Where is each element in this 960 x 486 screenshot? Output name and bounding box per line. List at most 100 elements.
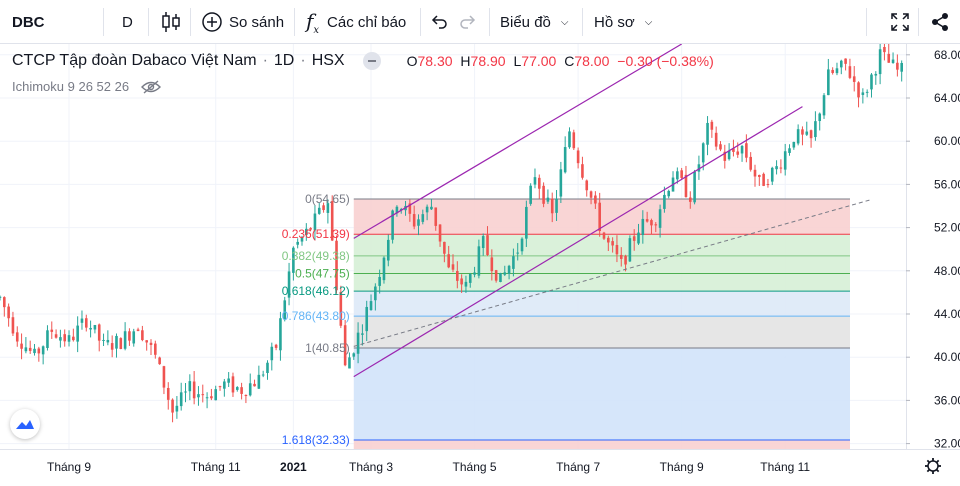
- candle-body: [486, 235, 489, 256]
- candle-body: [736, 151, 740, 155]
- fib-zone-0.618: [353, 291, 850, 317]
- candle-body: [611, 241, 614, 246]
- fullscreen-button[interactable]: [890, 0, 910, 44]
- candle-body: [63, 334, 67, 342]
- tradingview-logo[interactable]: [10, 409, 40, 439]
- price-tick-label: 64.00: [934, 91, 960, 105]
- candle-body: [848, 66, 852, 78]
- candle-body: [106, 339, 110, 343]
- candle-body: [563, 147, 567, 173]
- candle-body: [244, 395, 248, 397]
- candle-body: [382, 257, 386, 281]
- candle-body: [253, 383, 256, 387]
- profile-button[interactable]: Hồ sơ ⌵: [594, 0, 652, 44]
- indicator-legend[interactable]: Ichimoku 9 26 52 26: [12, 79, 162, 94]
- ohlc-values: O78.30 H78.90 L77.00 C78.00 −0.30 (−0.38…: [403, 53, 714, 69]
- price-axis[interactable]: 68.00 64.00 60.00 56.00 52.00 48.00 44.00 40.00…: [906, 44, 960, 486]
- candle-body: [227, 378, 230, 383]
- chevron-down-icon: ⌵: [560, 16, 569, 28]
- candle-body: [154, 343, 157, 355]
- share-button[interactable]: [930, 0, 950, 44]
- candle-body: [97, 324, 101, 341]
- fib-level-label: 0.786(43.80): [282, 309, 350, 323]
- chart-area[interactable]: 0(54.65) 0.236(51.39) 0.382(49.38) 0.5(47.7…: [0, 44, 960, 486]
- time-axis[interactable]: Tháng 9 Tháng 11 2021 Tháng 3 Tháng 5 Tháng 7…: [0, 449, 960, 486]
- indicators-button[interactable]: fx Các chỉ báo: [306, 0, 406, 44]
- high-value: 78.90: [470, 53, 506, 69]
- symbol-search[interactable]: DBC: [12, 13, 45, 31]
- eye-off-icon[interactable]: [141, 79, 162, 94]
- fib-level-label: 1.618(32.33): [282, 433, 350, 447]
- candle-body: [257, 374, 261, 389]
- price-tick-label: 40.00: [934, 350, 960, 364]
- candle-body: [175, 405, 179, 412]
- candle-body: [680, 170, 683, 178]
- candle-body: [581, 164, 584, 178]
- fib-level-label: 0(54.65): [305, 192, 350, 206]
- chart-style-button[interactable]: [160, 0, 182, 44]
- candle-body: [779, 167, 783, 169]
- candle-body: [835, 68, 839, 74]
- fibonacci-retracement[interactable]: [353, 198, 850, 449]
- candle-body: [46, 330, 49, 348]
- candle-body: [374, 286, 377, 301]
- compare-button[interactable]: So sánh: [201, 0, 284, 44]
- plus-circle-icon: [202, 12, 222, 32]
- candle-body: [770, 167, 774, 182]
- candle-body: [28, 347, 32, 351]
- candle-body: [317, 207, 321, 214]
- interval-button[interactable]: D: [122, 13, 133, 31]
- candle-body: [283, 300, 287, 320]
- candle-body: [883, 47, 886, 53]
- settings-gear-icon[interactable]: [925, 458, 941, 474]
- time-tick-label: Tháng 7: [556, 460, 600, 474]
- candle-body: [128, 331, 131, 341]
- candle-body: [727, 150, 731, 160]
- candle-body: [305, 228, 308, 236]
- candle-body: [464, 281, 468, 287]
- price-tick-label: 48.00: [934, 264, 960, 278]
- candle-body: [179, 392, 183, 407]
- candle-body: [412, 214, 416, 227]
- candle-body: [628, 238, 632, 262]
- candle-body: [654, 224, 658, 226]
- candle-body: [123, 331, 127, 349]
- candle-body: [839, 60, 843, 68]
- candle-body: [766, 184, 770, 186]
- toolbar-divider: [918, 8, 919, 36]
- collapse-legend-button[interactable]: [362, 52, 381, 70]
- candle-body: [546, 197, 550, 202]
- candle-body: [274, 344, 278, 348]
- candle-body: [326, 203, 330, 213]
- candle-body: [102, 339, 105, 341]
- candle-body: [395, 206, 399, 214]
- candlestick-chart[interactable]: 0(54.65) 0.236(51.39) 0.382(49.38) 0.5(47.7…: [0, 44, 960, 486]
- price-tick-label: 60.00: [934, 134, 960, 148]
- low-value: 77.00: [521, 53, 557, 69]
- fib-level-label: 0.5(47.75): [295, 267, 350, 281]
- chart-type-button[interactable]: Biểu đồ ⌵: [500, 0, 568, 44]
- toolbar-divider: [190, 8, 191, 36]
- candle-body: [136, 329, 140, 332]
- fib-level-label: 0.382(49.38): [282, 249, 350, 263]
- channel-upper-line[interactable]: [353, 44, 682, 239]
- candle-body: [50, 329, 54, 332]
- fib-zone-0: [353, 198, 850, 235]
- drawings[interactable]: [353, 44, 872, 378]
- candle-body: [162, 366, 166, 388]
- redo-button[interactable]: [459, 0, 477, 44]
- dashed-trend-line[interactable]: [353, 199, 872, 347]
- legend-separator: ·: [300, 52, 306, 69]
- candle-body: [512, 256, 515, 269]
- candle-body: [292, 247, 295, 273]
- candle-body: [796, 129, 800, 144]
- candle-body: [723, 151, 727, 161]
- undo-button[interactable]: [430, 0, 448, 44]
- candle-body: [594, 195, 597, 204]
- redo-icon: [460, 15, 476, 29]
- channel-lower-line[interactable]: [353, 106, 803, 378]
- candle-body: [762, 173, 765, 186]
- candle-body: [831, 69, 834, 73]
- chart-type-label: Biểu đồ: [500, 13, 551, 31]
- candle-body: [261, 374, 265, 376]
